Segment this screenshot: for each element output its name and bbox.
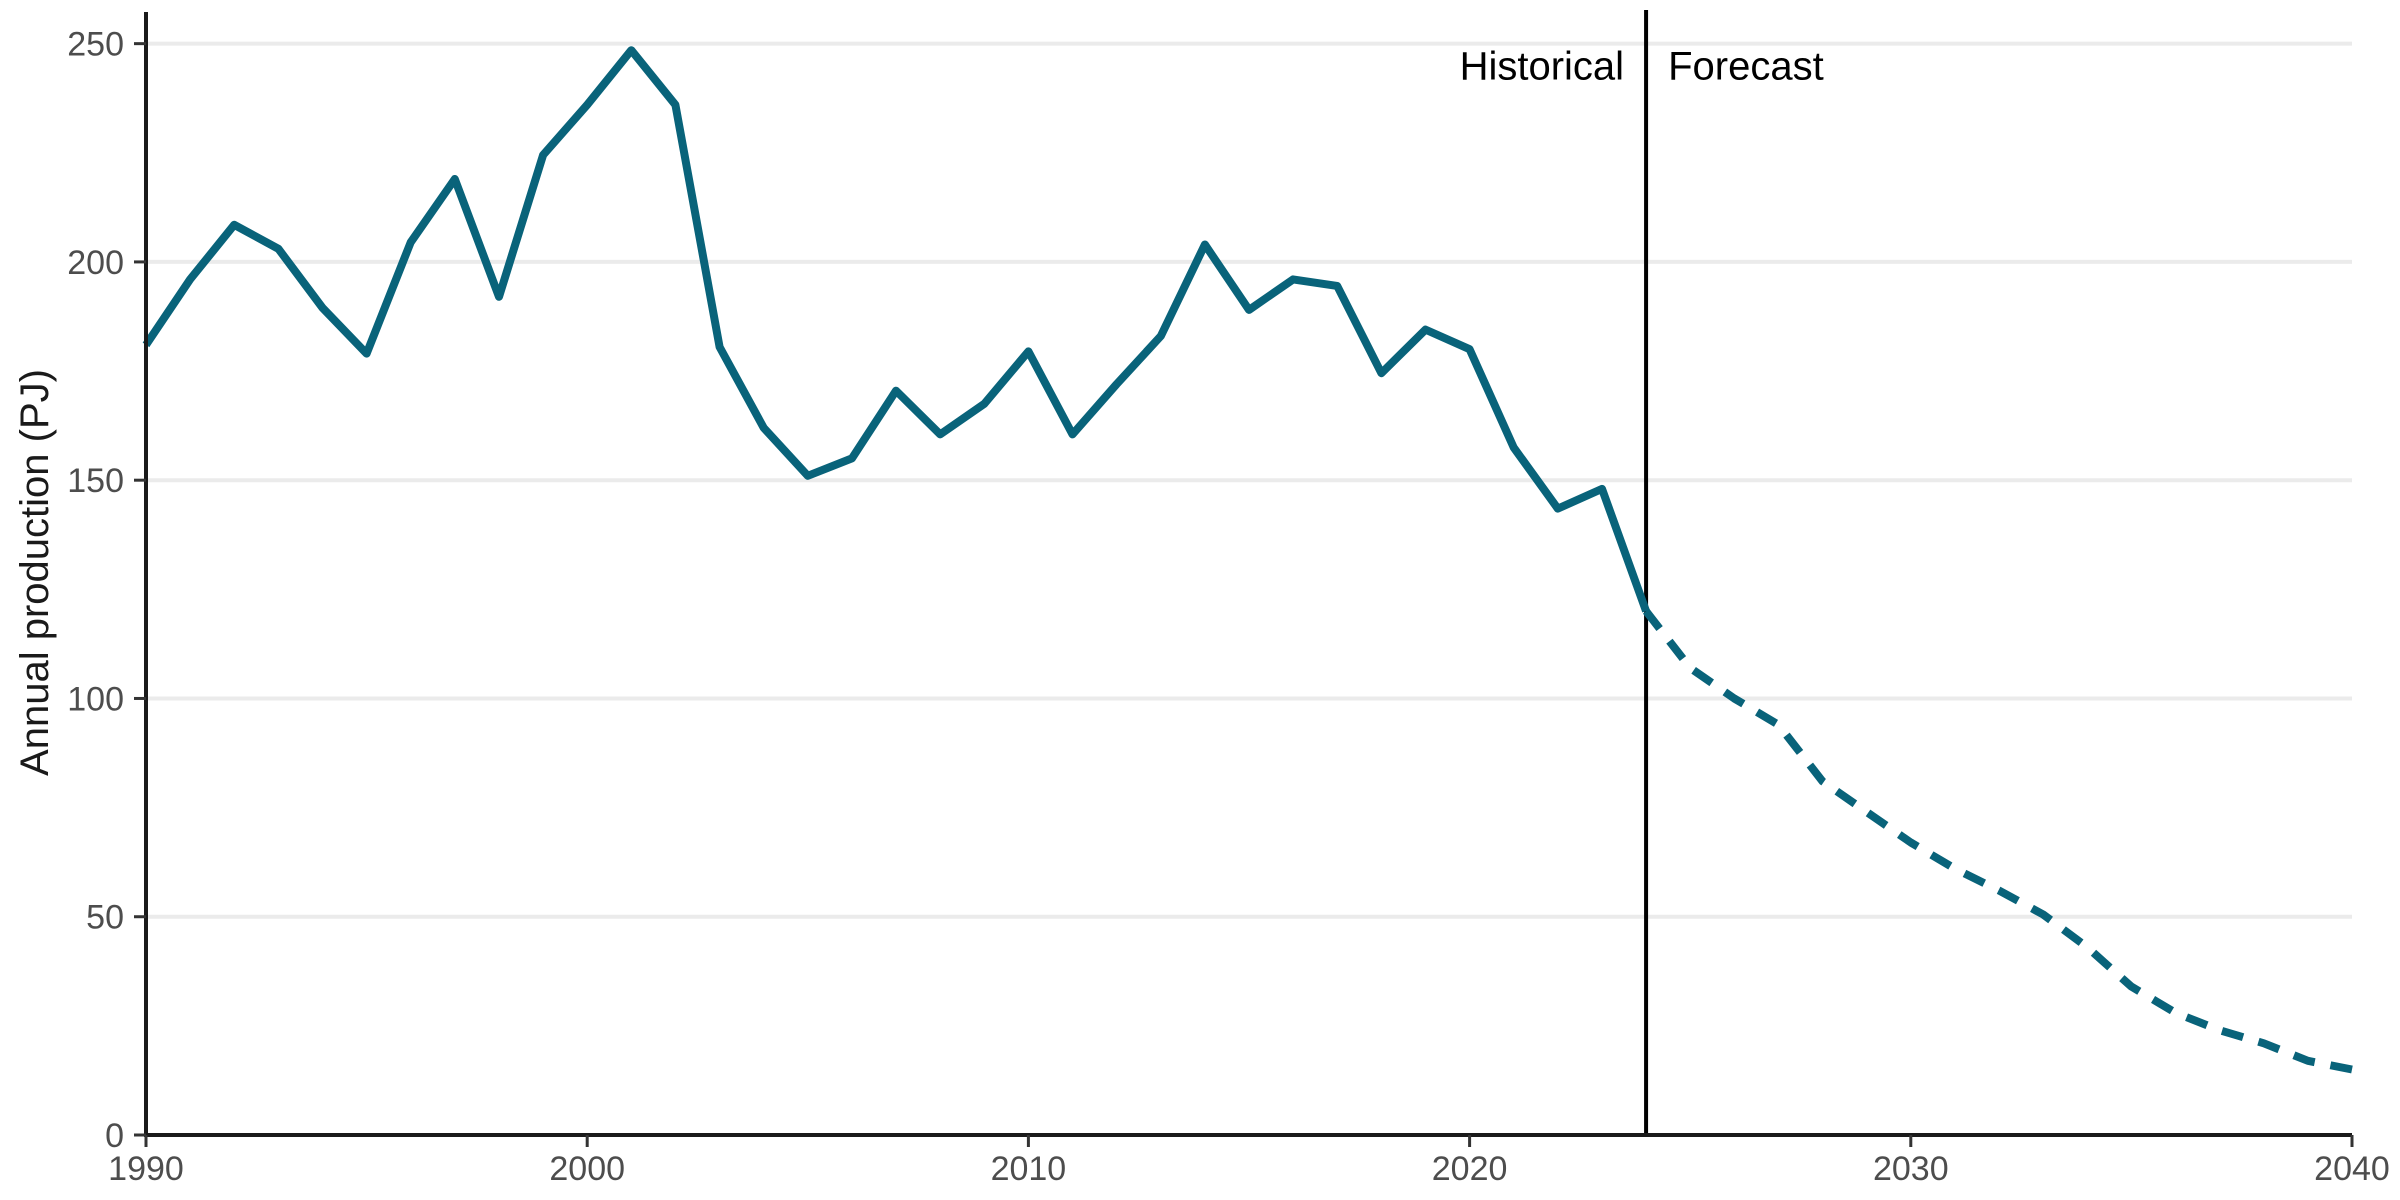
y-tick-label: 150	[67, 462, 124, 500]
x-tick-label: 1990	[108, 1150, 184, 1188]
series-lines	[142, 46, 2353, 1074]
x-tick-label: 2030	[1873, 1150, 1949, 1188]
y-tick-label: 100	[67, 680, 124, 718]
forecast-line	[1642, 608, 2353, 1074]
y-tick-label: 0	[105, 1117, 124, 1155]
y-tick-label: 50	[86, 899, 124, 937]
y-tick-label: 200	[67, 244, 124, 282]
historical-line	[142, 46, 1650, 613]
x-axis-ticks: 1990 2000 2010 2020 2030 2040	[108, 1135, 2390, 1188]
forecast-label: Forecast	[1668, 44, 1824, 88]
x-tick-label: 2010	[991, 1150, 1067, 1188]
x-tick-label: 2040	[2314, 1150, 2390, 1188]
x-tick-label: 2000	[549, 1150, 625, 1188]
x-tick-label: 2020	[1432, 1150, 1508, 1188]
gridlines	[146, 41, 2352, 919]
axes	[144, 12, 2352, 1137]
annotations: Historical Forecast	[1460, 44, 1824, 88]
y-axis-ticks: 0 50 100 150 200 250	[67, 26, 146, 1155]
y-axis-title: Annual production (PJ)	[13, 369, 57, 776]
historical-label: Historical	[1460, 44, 1624, 88]
y-tick-label: 250	[67, 26, 124, 64]
